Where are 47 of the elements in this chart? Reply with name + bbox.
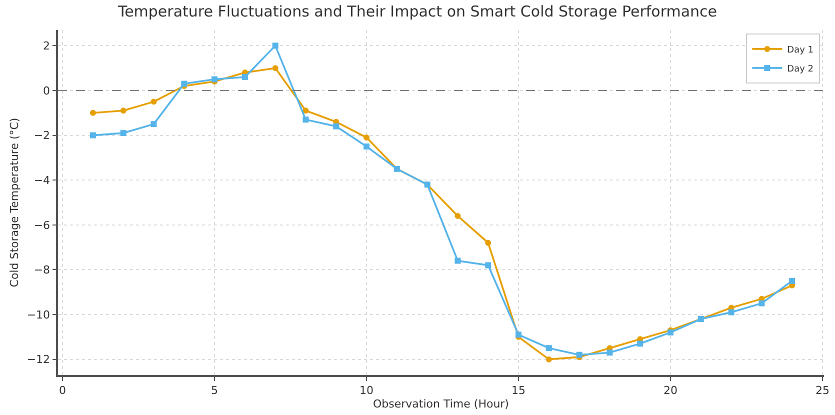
point: [364, 143, 370, 150]
x-tick-label: 0: [59, 384, 66, 397]
x-tick-label: 5: [211, 384, 218, 397]
legend-label: Day 1: [787, 45, 814, 56]
point: [637, 340, 644, 347]
y-tick-label: −12: [26, 353, 50, 366]
point: [181, 80, 188, 87]
point: [302, 108, 309, 114]
point: [485, 240, 492, 246]
point: [728, 309, 734, 316]
point: [150, 98, 157, 105]
point: [333, 123, 340, 130]
y-axis-title: Cold Storage Temperature (°C): [8, 118, 21, 288]
point: [90, 132, 96, 138]
point: [272, 65, 278, 72]
point: [485, 262, 492, 268]
point: [576, 352, 582, 358]
x-axis-title: Observation Time (Hour): [373, 398, 509, 411]
point: [364, 134, 370, 141]
point: [546, 345, 552, 352]
y-tick-label: 2: [43, 40, 50, 53]
point: [90, 110, 96, 116]
x-tick-label: 25: [815, 384, 830, 397]
x-tick-label: 10: [360, 384, 374, 397]
point: [212, 76, 218, 82]
point: [272, 42, 278, 49]
point: [242, 74, 248, 80]
point: [454, 212, 461, 219]
point: [454, 258, 461, 264]
y-tick-label: −2: [34, 129, 50, 142]
point: [150, 121, 157, 128]
point: [546, 356, 552, 362]
legend-label: Day 2: [787, 64, 814, 74]
y-tick-label: −4: [34, 174, 50, 187]
point: [120, 108, 126, 114]
x-tick-label: 20: [664, 384, 678, 397]
y-tick-label: −10: [26, 308, 50, 322]
y-tick-label: −6: [34, 218, 50, 232]
point: [302, 116, 309, 123]
point: [789, 278, 796, 284]
point: [758, 300, 765, 306]
point: [606, 350, 613, 356]
y-tick-label: −8: [34, 264, 50, 277]
x-tick-label: 15: [512, 384, 526, 397]
chart-title: Temperature Fluctuations and Their Impact on Smart Cold Storage Performance: [116, 2, 718, 21]
y-tick-label: 0: [43, 84, 50, 98]
point: [120, 130, 126, 136]
